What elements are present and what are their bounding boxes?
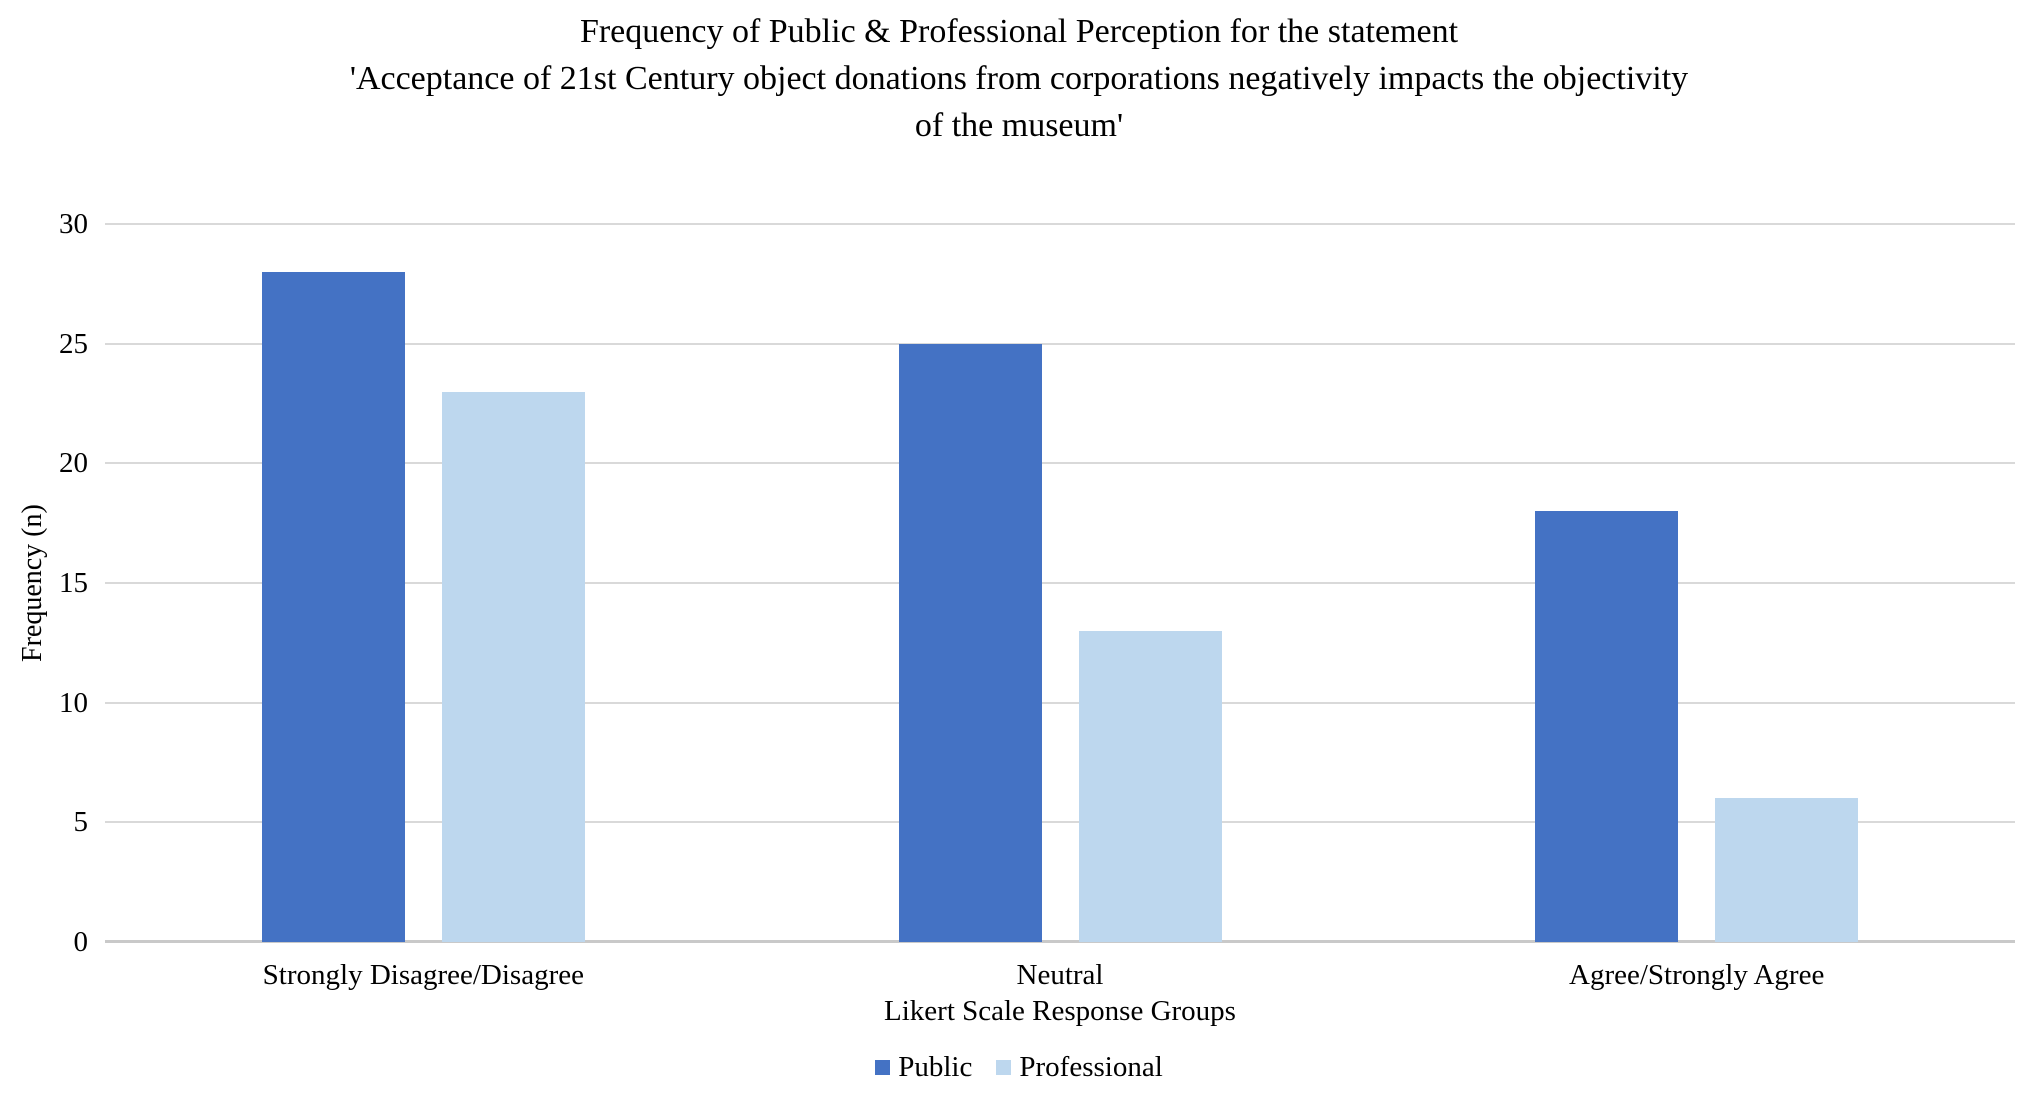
bar-groups [105,224,2015,942]
gridline-y-20 [105,462,2015,465]
x-tick-label-2: Neutral [1016,959,1104,991]
chart-title: Frequency of Public & Professional Perce… [0,8,2038,149]
legend-label: Professional [1019,1051,1163,1083]
legend-marker-icon [875,1059,891,1075]
x-axis-title: Likert Scale Response Groups [884,995,1236,1027]
y-tick-label-15: 15 [59,567,88,599]
y-tick-label-30: 30 [59,208,88,240]
x-axis-tick-labels: Strongly Disagree/Disagree Neutral Agree/S… [105,958,2015,992]
y-tick-label-0: 0 [73,926,89,958]
plot-area [105,223,2015,943]
chart-title-line-1: Frequency of Public & Professional Perce… [579,13,1459,50]
y-axis-title: Frequency (n) [17,504,48,662]
bar-professional-group-1 [441,391,585,942]
y-axis-tick-labels: 0 5 10 15 20 25 30 [0,209,89,957]
legend-label: Public [898,1051,973,1083]
gridline-y-25 [105,342,2015,345]
bar-group-2 [742,224,1379,942]
y-tick-label-20: 20 [59,447,88,480]
legend-item-professional: Professional [996,1050,1163,1084]
gridline-y-10 [105,701,2015,704]
bar-professional-group-2 [1078,630,1222,942]
bar-group-1 [105,224,742,942]
chart-title-line-2: 'Acceptance of 21st Century object donat… [349,60,1689,97]
gridline-y-30 [105,223,2015,225]
y-tick-label-10: 10 [59,686,88,719]
y-tick-label-5: 5 [73,806,89,839]
gridline-y-5 [105,821,2015,824]
bar-public-group-1 [261,271,405,942]
bar-public-group-2 [898,343,1042,942]
legend: Public Professional [0,1050,2038,1084]
chart-title-line-3: of the museum' [914,107,1124,144]
legend-item-public: Public [875,1050,972,1084]
bar-public-group-3 [1535,511,1679,942]
legend-marker-icon [996,1059,1012,1075]
x-axis-line [105,940,2015,943]
y-tick-label-25: 25 [59,327,88,360]
x-tick-label-1: Strongly Disagree/Disagree [262,959,584,991]
bar-professional-group-3 [1715,798,1859,942]
gridline-y-15 [105,582,2015,584]
x-tick-label-3: Agree/Strongly Agree [1569,959,1825,991]
bar-group-3 [1378,224,2015,942]
